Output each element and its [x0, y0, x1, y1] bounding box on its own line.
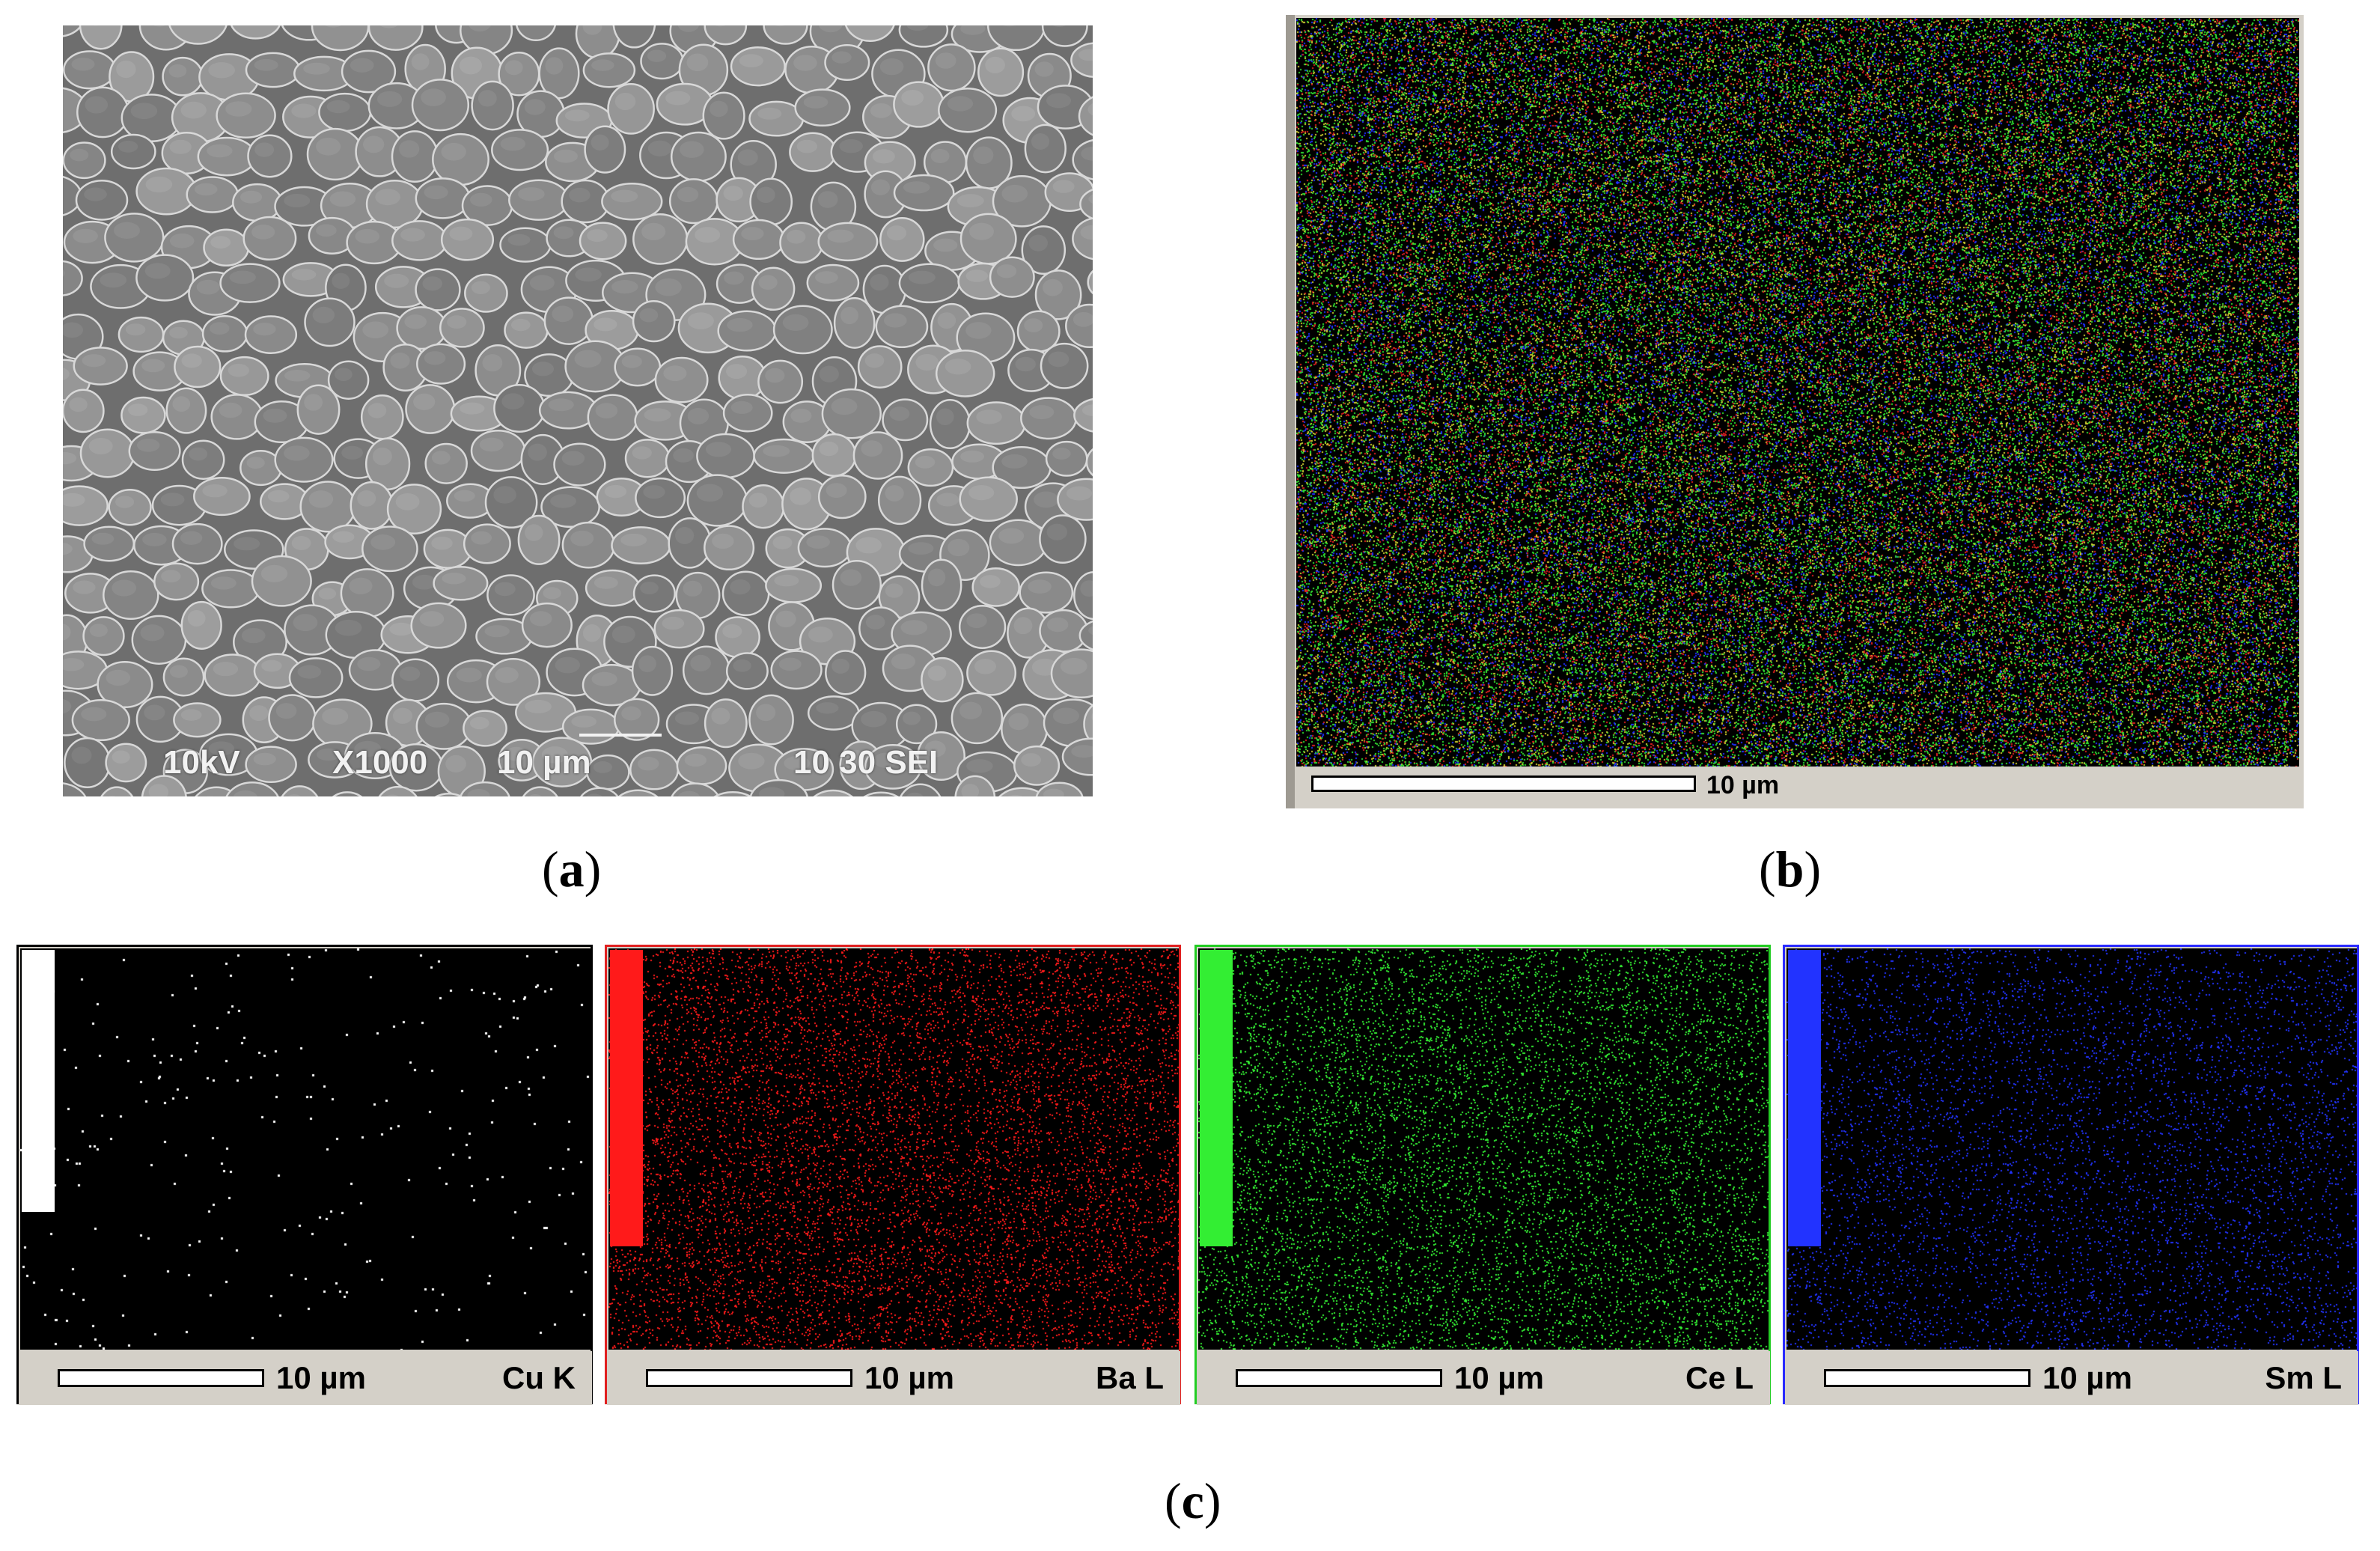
- overlay-scale-bar: [1311, 776, 1696, 792]
- element-map: [1786, 948, 2357, 1350]
- caption-b: (b): [1759, 841, 1822, 898]
- element-scale-bar: [646, 1369, 852, 1387]
- element-scale-strip: 10 µm Ce L: [1197, 1351, 1770, 1405]
- element-name-label: Cu K: [502, 1360, 576, 1395]
- sem-grain-texture: [63, 25, 1093, 796]
- intensity-bar: [610, 950, 643, 1246]
- overlay-scale-label: 10 µm: [1706, 771, 1780, 799]
- sem-scale-bar: [579, 734, 662, 737]
- sem-micrograph: 10kV X1000 10 µm 10 30 SEI: [63, 25, 1093, 796]
- element-scale-bar: [1824, 1369, 2030, 1387]
- element-scale-bar: [58, 1369, 264, 1387]
- intensity-bar: [22, 950, 55, 1212]
- sem-voltage-label: 10kV: [163, 744, 240, 781]
- sem-scale-label: 10 µm: [497, 744, 591, 781]
- intensity-bar: [1788, 950, 1821, 1246]
- overlay-scale-strip: 10 µm: [1296, 768, 2299, 805]
- intensity-bar: [1200, 950, 1233, 1246]
- element-name-label: Ba L: [1095, 1360, 1164, 1395]
- element-scale-strip: 10 µm Ba L: [607, 1351, 1180, 1405]
- element-map-panel: 10 µm Ce L: [1194, 945, 1771, 1405]
- element-scale-label: 10 µm: [1454, 1360, 1544, 1395]
- element-map: [608, 948, 1179, 1350]
- element-scale-strip: 10 µm Sm L: [1785, 1351, 2358, 1405]
- element-name-label: Ce L: [1685, 1360, 1754, 1395]
- overlay-frame: [1286, 15, 1295, 808]
- element-map-panel: 10 µm Cu K: [16, 945, 593, 1405]
- caption-a: (a): [542, 841, 602, 898]
- element-map: [1198, 948, 1769, 1350]
- element-scale-label: 10 µm: [276, 1360, 366, 1395]
- sem-mark-label: 10 30 SEI: [793, 744, 939, 781]
- overlay-map-panel: 10 µm: [1286, 15, 2304, 808]
- sem-magnification-label: X1000: [332, 744, 428, 781]
- element-scale-bar: [1236, 1369, 1442, 1387]
- element-scale-label: 10 µm: [2042, 1360, 2132, 1395]
- element-name-label: Sm L: [2265, 1360, 2342, 1395]
- element-scale-strip: 10 µm Cu K: [19, 1351, 592, 1405]
- element-scale-label: 10 µm: [864, 1360, 954, 1395]
- element-map: [20, 948, 591, 1350]
- caption-c: (c): [1165, 1472, 1221, 1529]
- overlay-elemental-map: [1296, 18, 2299, 767]
- element-map-panel: 10 µm Sm L: [1783, 945, 2359, 1405]
- element-map-panel: 10 µm Ba L: [605, 945, 1181, 1405]
